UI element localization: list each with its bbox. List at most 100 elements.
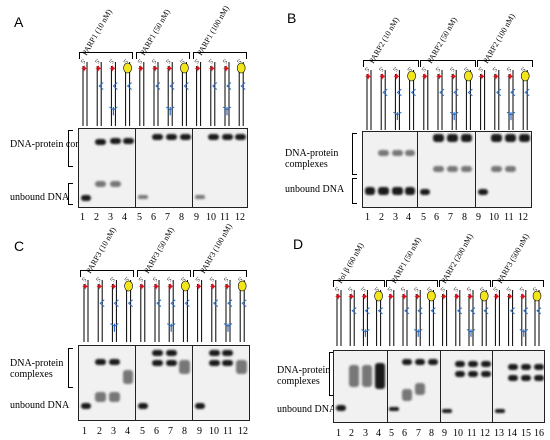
dna-substrate: 5'✦ [449, 66, 459, 130]
lane-number: 12 [235, 212, 245, 223]
flap-icon [522, 307, 529, 315]
flap-icon [155, 82, 161, 90]
five-prime-label: 5' [81, 58, 88, 65]
dna-substrate: 5'✦ [194, 58, 202, 126]
panel-a-unbound-label: unbound DNA [10, 192, 70, 203]
panel-c-gel [78, 345, 250, 421]
flap-icon [227, 299, 233, 307]
panel-d-group-1-bracket [333, 280, 385, 287]
dna-substrate: 5'✦ [123, 58, 132, 126]
fluorophore-star-icon: ✦ [519, 292, 527, 303]
lane-number: 10 [206, 212, 216, 223]
dna-substrate: 5'✦ [151, 58, 161, 126]
panel-a-group-1-label: PARP1 (10 nM) [80, 7, 114, 58]
five-prime-label: 5' [374, 286, 381, 293]
flap-icon [212, 82, 218, 90]
panel-d-unbound-label: unbound DNA [277, 404, 337, 415]
lane-number: 10 [209, 426, 219, 437]
lane-number: 2 [94, 212, 99, 223]
lane-number: 2 [97, 426, 102, 437]
protein-blob-icon [180, 62, 189, 74]
five-prime-label: 5' [467, 286, 474, 293]
five-prime-label: 5' [440, 286, 447, 293]
five-prime-label: 5' [421, 66, 428, 73]
flap-icon [496, 88, 502, 97]
dna-substrate: 5'✦ [109, 276, 119, 342]
fluorophore-star-icon: ✦ [222, 64, 230, 75]
panel-b-complexes-label: DNA-protein complexes [285, 148, 339, 170]
lane-number: 5 [140, 426, 145, 437]
fluorophore-star-icon: ✦ [378, 72, 386, 83]
flap-icon [470, 307, 476, 315]
fluorophore-star-icon: ✦ [360, 292, 368, 303]
lane-number: 6 [402, 428, 407, 439]
panel-c-unbound-label: unbound DNA [10, 400, 70, 411]
fluorophore-star-icon: ✦ [195, 282, 203, 293]
fluorophore-star-icon: ✦ [506, 292, 514, 303]
nick-arrow-head-icon [519, 328, 529, 333]
lane-number: 12 [238, 426, 248, 437]
nick-arrow-head-icon [393, 111, 402, 116]
five-prime-label: 5' [533, 286, 540, 293]
fluorophore-star-icon: ✦ [440, 292, 448, 303]
five-prime-label: 5' [124, 276, 131, 283]
panel-d-dna-schematics: 5'✦5'✦5'✦5'✦5'✦5'✦5'✦5'✦5'✦5'✦5'✦5'✦5'✦5… [334, 286, 542, 346]
nick-arrow-head-icon [361, 328, 370, 333]
nick-arrow-head-icon [449, 111, 459, 116]
lane-number: 10 [453, 428, 463, 439]
dna-substrate: 5'✦ [236, 58, 246, 126]
five-prime-label: 5' [361, 286, 368, 293]
protein-blob-icon [237, 280, 247, 292]
flap-icon [509, 307, 515, 315]
dna-substrate: 5'✦ [237, 276, 247, 342]
lane-number: 4 [122, 212, 127, 223]
protein-blob-icon [532, 290, 542, 302]
protein-blob-icon [520, 70, 530, 82]
five-prime-label: 5' [492, 66, 499, 73]
lane-number: 1 [80, 212, 85, 223]
lane-number: 1 [365, 212, 370, 223]
lane-number: 8 [179, 212, 184, 223]
flap-icon [241, 299, 247, 307]
fluorophore-star-icon: ✦ [108, 64, 116, 75]
fluorophore-star-icon: ✦ [347, 292, 355, 303]
lane-number: 4 [376, 428, 381, 439]
fluorophore-star-icon: ✦ [413, 292, 421, 303]
flap-icon [213, 299, 219, 307]
fluorophore-star-icon: ✦ [209, 282, 217, 293]
flap-icon [430, 307, 436, 315]
flap-icon [351, 307, 357, 315]
panel-c-group-2-bracket [137, 270, 191, 277]
five-prime-label: 5' [166, 58, 173, 65]
panel-b-group-2-label: PARP2 (50 nM) [425, 15, 459, 65]
five-prime-label: 5' [407, 66, 414, 73]
dna-substrate: 5'✦ [195, 276, 203, 342]
lane-number: 9 [197, 426, 202, 437]
lane-number: 11 [504, 212, 514, 223]
protein-blob-icon [123, 62, 132, 74]
five-prime-label: 5' [493, 286, 500, 293]
lane-number: 11 [220, 212, 230, 223]
lane-number: 2 [349, 428, 354, 439]
five-prime-label: 5' [195, 276, 202, 283]
fluorophore-star-icon: ✦ [466, 292, 474, 303]
lane-number: 5 [421, 212, 426, 223]
panel-a-unbound-brace [68, 183, 73, 205]
flap-icon [156, 299, 162, 307]
five-prime-label: 5' [153, 276, 160, 283]
panel-c-dna-schematics: 5'✦5'✦5'✦5'✦5'✦5'✦5'✦5'✦5'✦5'✦5'✦5'✦ [81, 276, 247, 342]
flap-icon [170, 299, 176, 307]
panel-a-complexes-label: DNA-protein complexes [10, 139, 109, 150]
dna-substrate: 5'✦ [519, 286, 529, 346]
five-prime-label: 5' [450, 66, 457, 73]
five-prime-label: 5' [194, 58, 201, 65]
five-prime-label: 5' [123, 58, 130, 65]
nick-arrow-head-icon [223, 323, 233, 327]
five-prime-label: 5' [414, 286, 421, 293]
lane-number: 9 [476, 212, 481, 223]
panel-a-group-3-label: PARP1 (100 nM) [195, 4, 231, 57]
five-prime-label: 5' [96, 276, 103, 283]
nick-arrow-head-icon [109, 106, 118, 111]
dna-substrate: 5'✦ [124, 276, 133, 342]
flap-icon [183, 82, 189, 90]
